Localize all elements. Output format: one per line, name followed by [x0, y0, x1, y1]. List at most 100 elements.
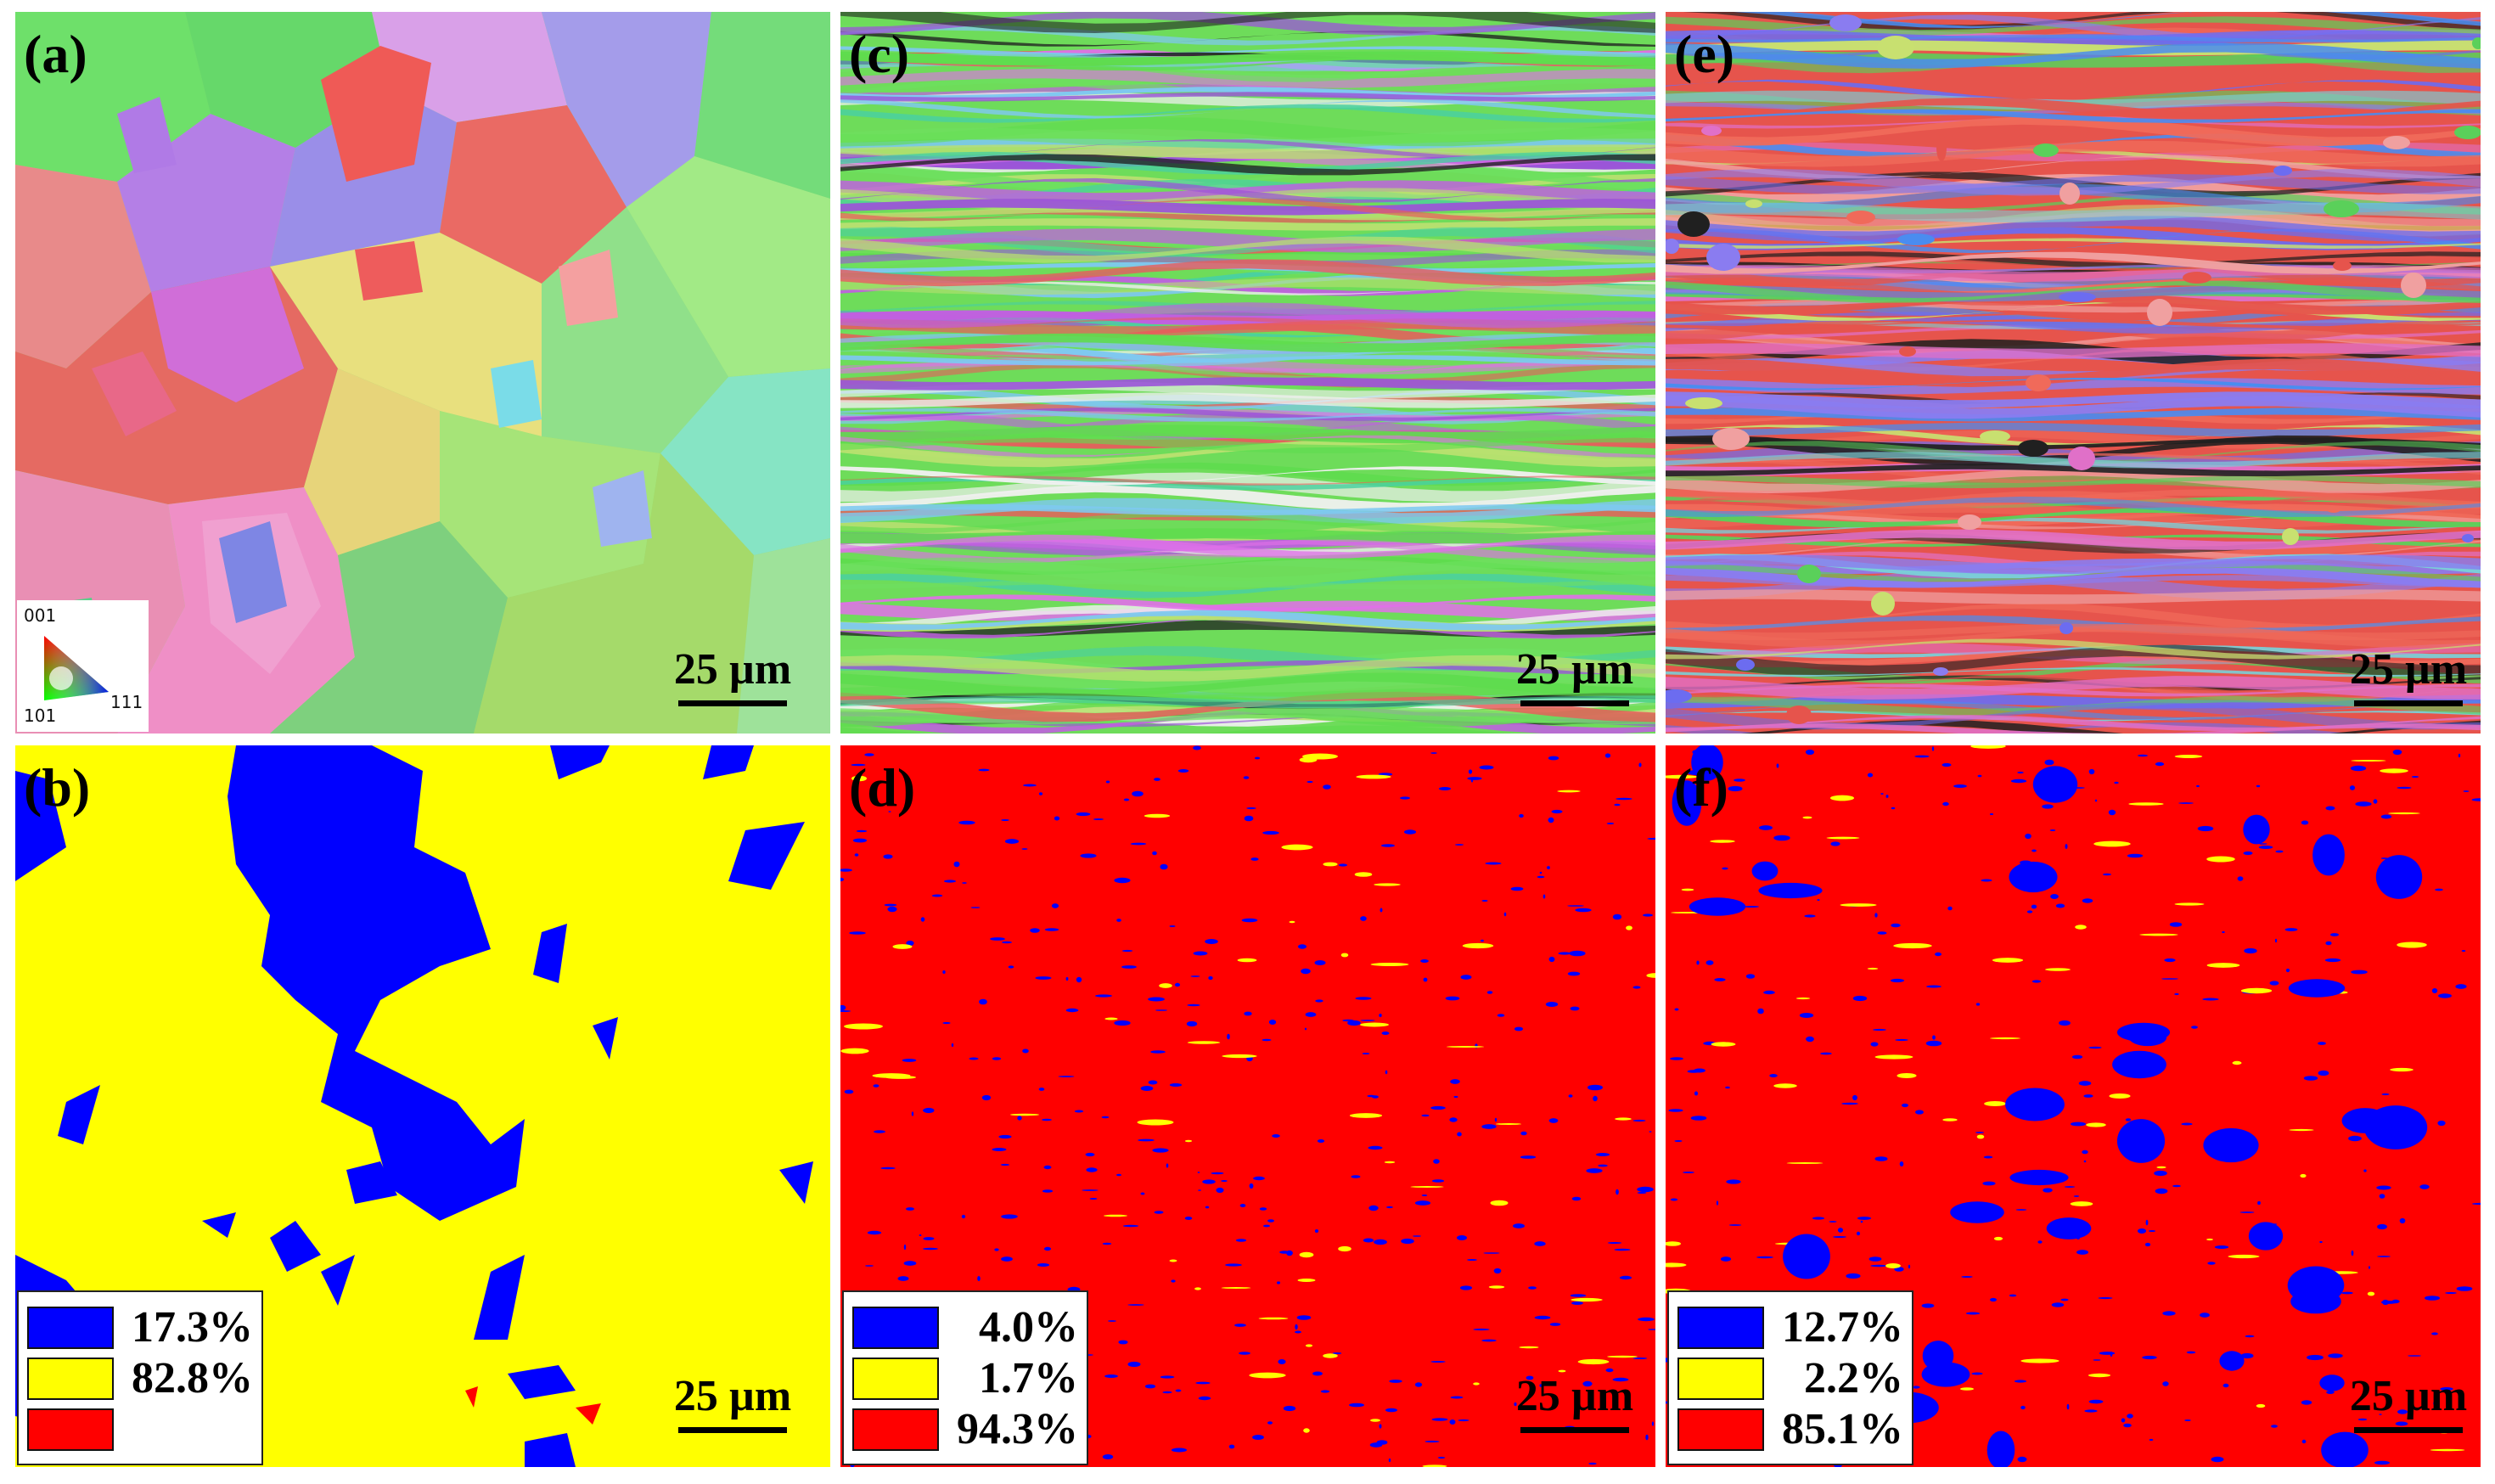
phase-speck-blue: [1820, 1052, 1832, 1055]
phase-speck-blue: [1890, 978, 1905, 983]
phase-speck-blue: [1575, 908, 1592, 913]
phase-speck-blue: [1547, 866, 1550, 869]
deformation-band: [1666, 644, 2481, 677]
deformation-band: [840, 165, 1655, 192]
phase-speck-blue: [2121, 1418, 2126, 1423]
panel-label-c: (c): [849, 24, 910, 84]
phase-speck-yellow: [2070, 1201, 2093, 1206]
phase-speck-blue: [1074, 1110, 1084, 1113]
phase-speck-blue: [2015, 1209, 2027, 1211]
phase-speck-blue: [1152, 1148, 1169, 1153]
phase-speck-blue: [1177, 769, 1189, 773]
phase-speck-blue: [1279, 1251, 1290, 1254]
phase-speck-blue: [2275, 850, 2284, 853]
phase-speck-blue: [1833, 1236, 1846, 1238]
phase-speck-blue: [2144, 1242, 2151, 1247]
phase-speck-blue: [1193, 745, 1201, 750]
phase-speck-blue: [1385, 1408, 1397, 1413]
phase-speck-blue: [1105, 780, 1110, 784]
phase-speck-yellow: [1303, 1428, 1310, 1433]
phase-speck-blue: [992, 1148, 1007, 1151]
phase-speck-blue: [1445, 996, 1460, 1001]
phase-speck-blue: [874, 1130, 885, 1133]
phase-speck-blue: [2137, 1228, 2147, 1234]
phase-speck-yellow: [1942, 1118, 1958, 1121]
phase-speck-blue: [1312, 1371, 1323, 1376]
deformation-band: [840, 31, 1655, 47]
phase-speck-blue: [1190, 975, 1200, 977]
phase-speck-blue: [1184, 1217, 1193, 1220]
phase-speck-blue: [1947, 906, 1953, 911]
phase-speck-blue: [1668, 1109, 1683, 1112]
phase-speck-yellow: [1557, 790, 1581, 793]
phase-speck-blue: [2186, 1351, 2196, 1354]
phase-speck-blue: [2307, 1354, 2324, 1361]
phase-speck-blue: [951, 1043, 954, 1048]
phase-speck-blue: [1534, 1315, 1551, 1320]
phase-speck-blue: [1140, 1192, 1145, 1195]
phase-speck-yellow: [1422, 1464, 1447, 1467]
phase-speck-blue: [1380, 908, 1383, 913]
recrystallized-grain: [1677, 211, 1710, 237]
deformation-band: [1666, 109, 2481, 123]
phase-speck-blue: [1457, 1235, 1467, 1240]
legend-swatch-red: [27, 1408, 114, 1451]
phase-speck-yellow: [1984, 1101, 2006, 1106]
phase-blob-blue: [1751, 861, 1779, 881]
phase-speck-blue: [1175, 1389, 1182, 1392]
phase-speck-blue: [1696, 960, 1700, 965]
phase-speck-blue: [1990, 1297, 1997, 1302]
phase-speck-blue: [1121, 965, 1137, 969]
phase-speck-blue: [953, 861, 960, 868]
phase-speck-blue: [2164, 958, 2176, 963]
phase-speck-blue: [2399, 1217, 2406, 1224]
phase-speck-blue: [1235, 1239, 1247, 1242]
phase-speck-yellow: [1829, 795, 1855, 801]
phase-speck-blue: [2017, 771, 2024, 774]
phase-speck-blue: [2455, 984, 2467, 989]
phase-speck-blue: [1593, 1095, 1598, 1102]
phase-speck-blue: [1637, 1186, 1654, 1193]
phase-speck-blue: [1042, 1189, 1054, 1193]
phase-speck-blue: [906, 940, 914, 947]
phase-speck-yellow: [2156, 1166, 2166, 1169]
phase-speck-blue: [2257, 1200, 2261, 1206]
phase-speck-yellow: [2075, 925, 2087, 930]
phase-speck-blue: [865, 1265, 874, 1267]
phase-speck-yellow: [2206, 1238, 2213, 1241]
phase-speck-blue: [1304, 1027, 1307, 1031]
phase-speck-blue: [2211, 1456, 2224, 1463]
phase-speck-blue: [2397, 786, 2412, 790]
phase-speck-blue: [1551, 809, 1563, 814]
phase-speck-blue: [887, 906, 897, 913]
phase-speck-blue: [1283, 1405, 1296, 1412]
phase-speck-blue: [2351, 970, 2368, 975]
phase-speck-blue: [1431, 1418, 1448, 1421]
phase-speck-blue: [2349, 785, 2356, 790]
phase-speck-blue: [1983, 1155, 1993, 1159]
phase-speck-blue: [1857, 1217, 1872, 1220]
phase-speck-blue: [1804, 914, 1816, 918]
ipf-banded-map-e: [1666, 12, 2481, 734]
deformation-band: [840, 685, 1655, 702]
deformation-band: [840, 377, 1655, 391]
legend-row-red: 85.1%: [1677, 1404, 1907, 1455]
deformation-band: [1666, 251, 2481, 274]
phase-speck-blue: [1582, 1380, 1593, 1387]
recrystallized-grain: [1980, 430, 2010, 442]
phase-speck-blue: [2303, 1076, 2318, 1081]
panel-label-f: (f): [1674, 757, 1728, 818]
deformation-band: [1666, 391, 2481, 409]
phase-blob-blue: [2009, 861, 2058, 893]
phase-speck-blue: [1116, 919, 1121, 922]
phase-speck-blue: [883, 854, 893, 859]
deformation-band: [1666, 79, 2481, 103]
phase-speck-yellow: [2256, 1403, 2266, 1408]
phase-speck-blue: [2382, 1299, 2389, 1306]
deformation-band: [840, 199, 1655, 216]
phase-speck-blue: [1632, 1119, 1646, 1122]
phase-speck-blue: [1132, 790, 1144, 797]
phase-speck-yellow: [1258, 1317, 1289, 1320]
phase-speck-blue: [2318, 1070, 2329, 1076]
phase-speck-yellow: [1874, 1054, 1913, 1060]
